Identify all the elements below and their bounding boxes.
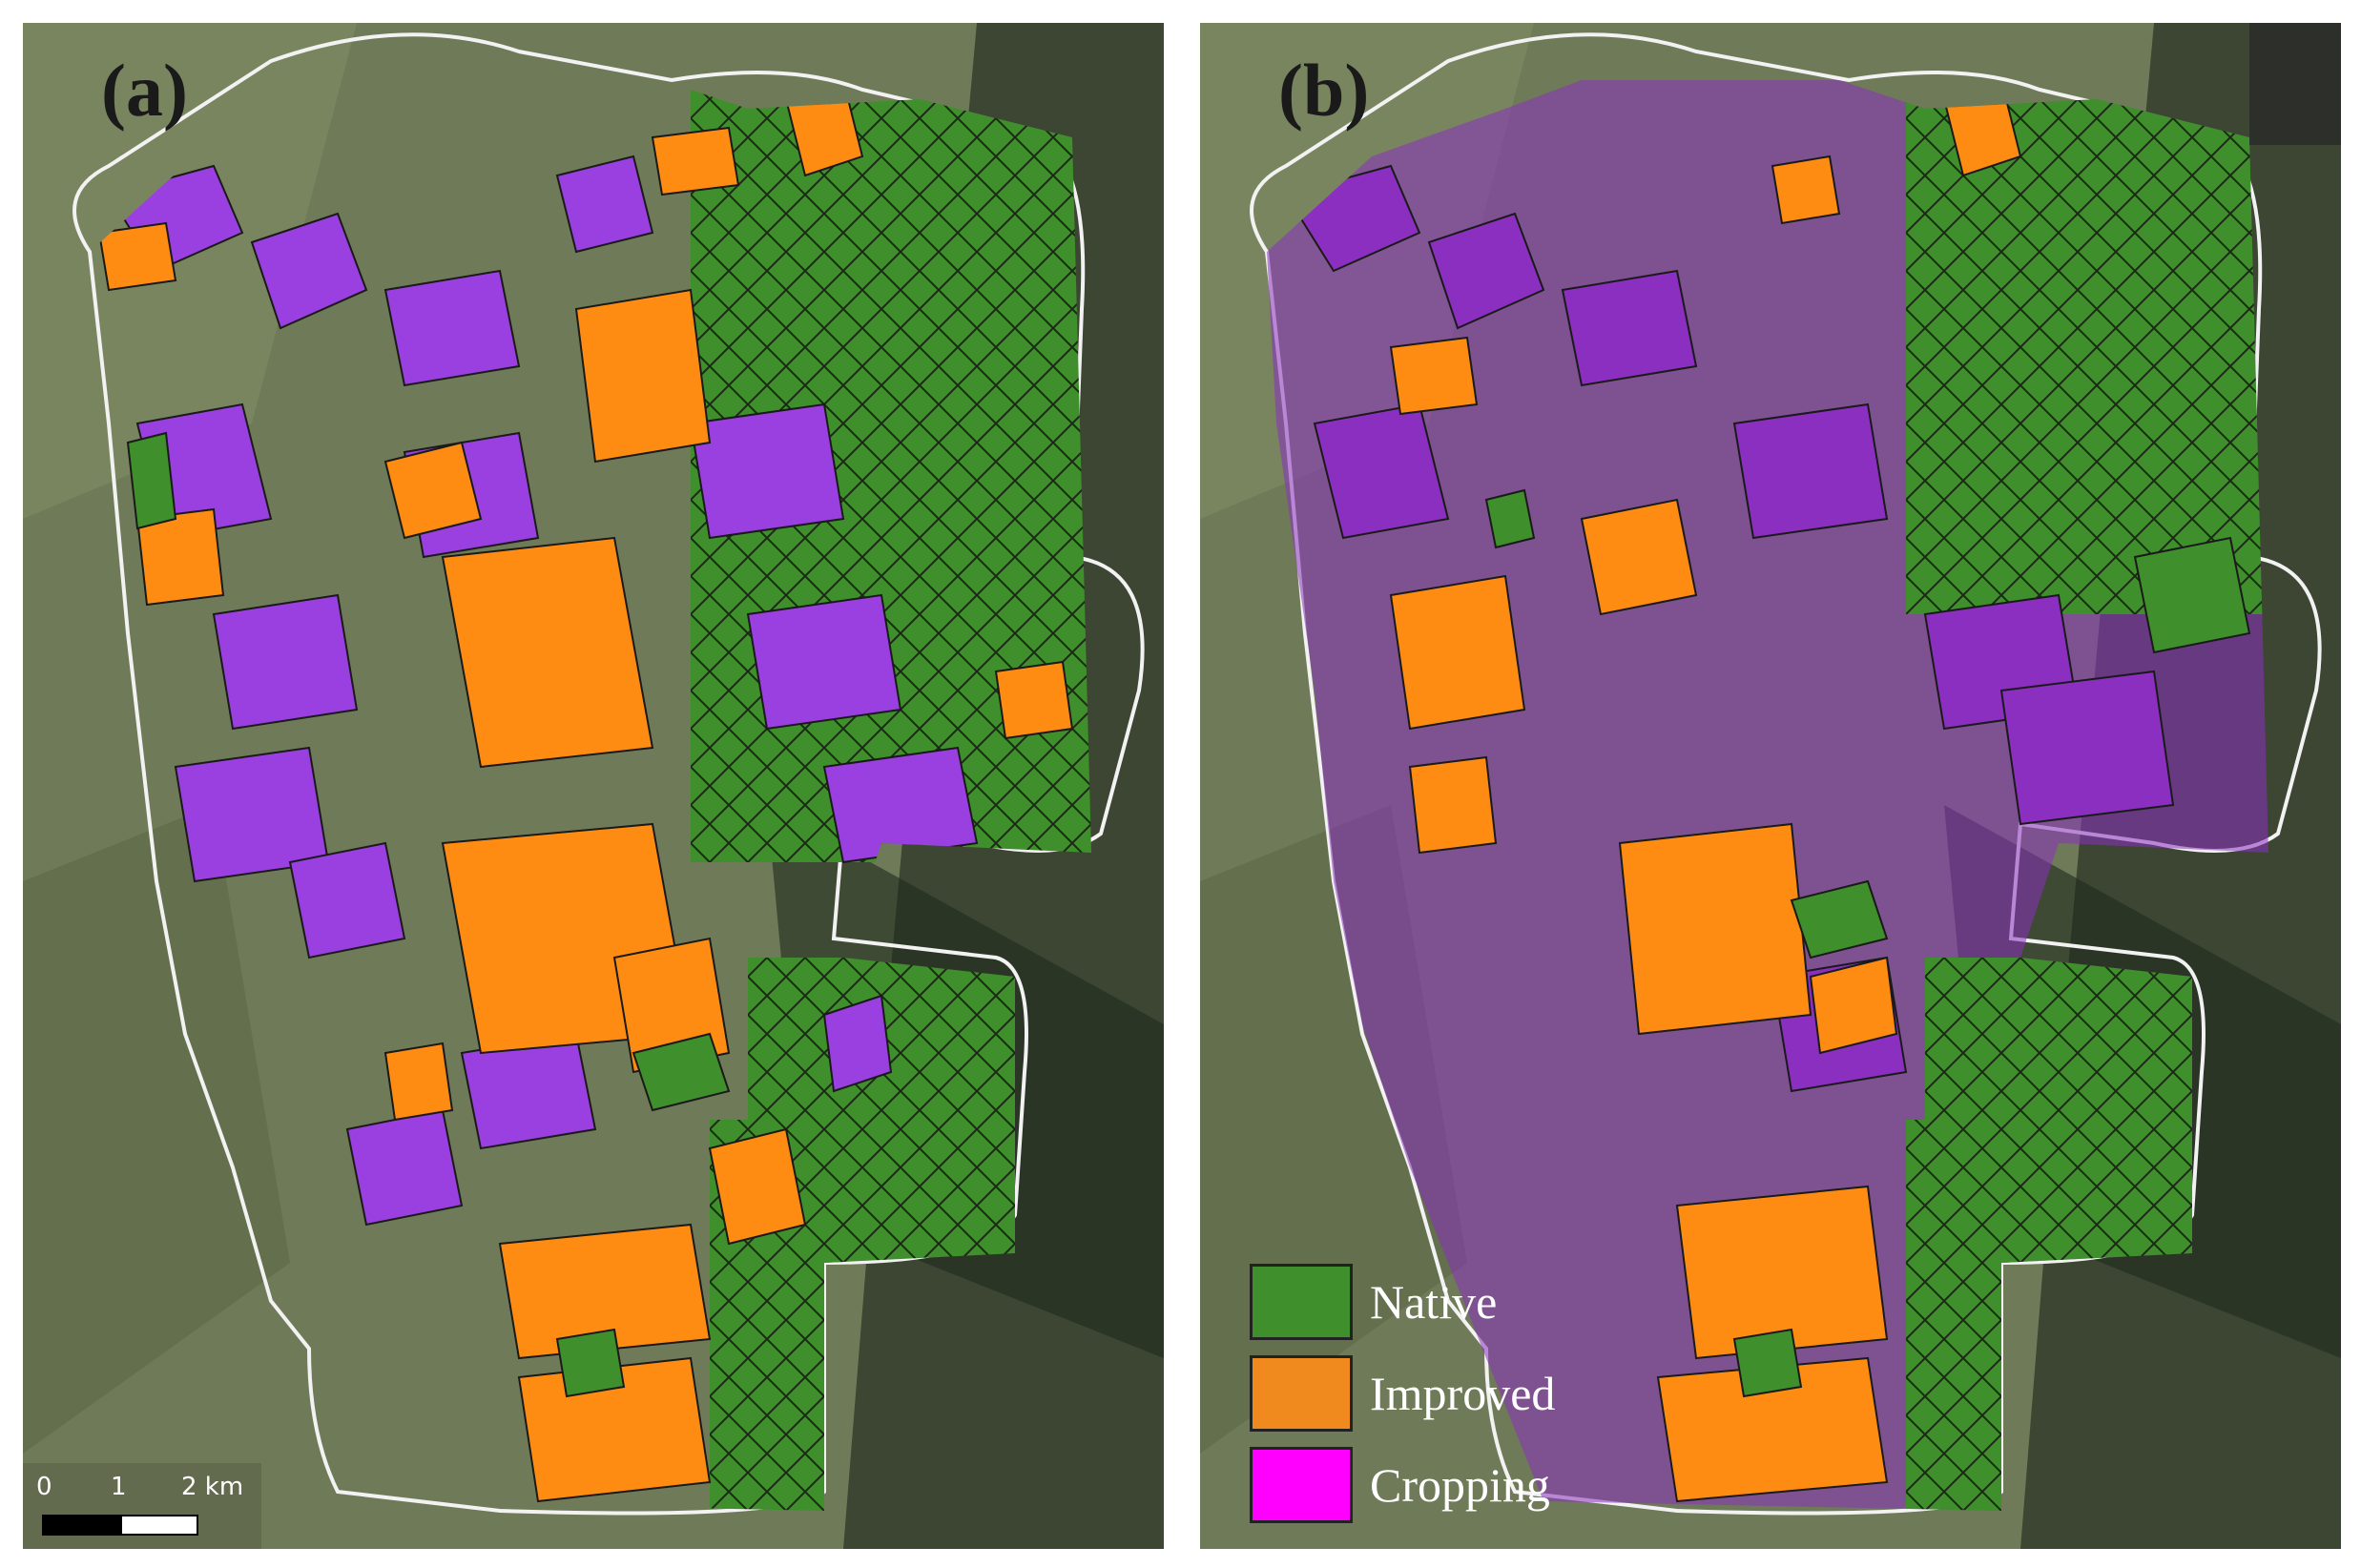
north-arrow-icon: [2249, 23, 2341, 145]
scale-tick-1: 1: [111, 1473, 127, 1501]
legend-label-cropping: Cropping: [1370, 1458, 1550, 1512]
legend-label-native: Native: [1370, 1275, 1498, 1329]
legend-item-cropping: Cropping: [1250, 1442, 1555, 1528]
legend-item-improved: Improved: [1250, 1351, 1555, 1436]
legend: Native Improved Cropping: [1250, 1259, 1555, 1534]
scale-segment-black: [42, 1515, 120, 1536]
legend-swatch-native: [1250, 1264, 1353, 1340]
scale-tick-0: 0: [36, 1473, 52, 1501]
map-panel-b: (b) Native Improved Cropping: [1200, 23, 2341, 1549]
legend-swatch-improved: [1250, 1355, 1353, 1432]
scale-tick-2: 2 km: [181, 1473, 244, 1501]
scale-segment-white: [120, 1515, 198, 1536]
map-panel-a: (a) 0 1 2 km: [23, 23, 1164, 1549]
legend-item-native: Native: [1250, 1259, 1555, 1345]
panel-label-a: (a): [101, 49, 188, 132]
scale-bar: 0 1 2 km: [23, 1463, 261, 1549]
panel-label-b: (b): [1278, 49, 1370, 132]
map-panel-a-canvas: [23, 23, 1164, 1549]
legend-label-improved: Improved: [1370, 1367, 1556, 1420]
legend-swatch-cropping: [1250, 1447, 1353, 1523]
